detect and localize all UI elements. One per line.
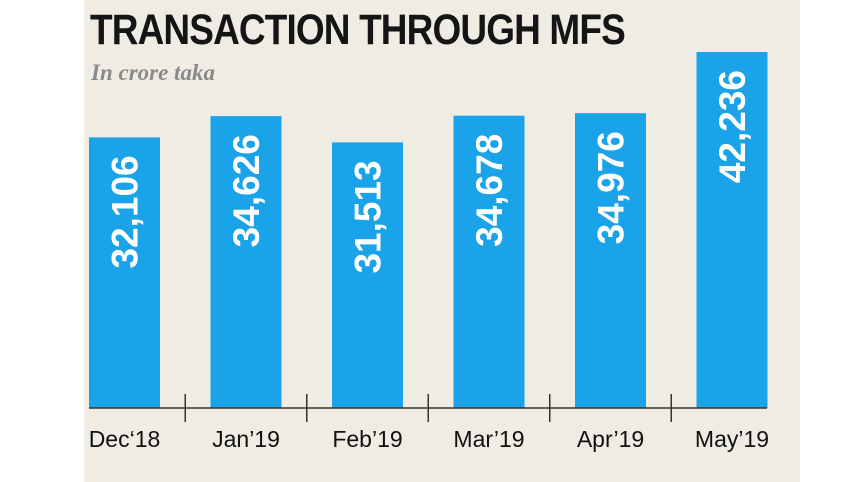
x-tick-label: Dec‘18 xyxy=(89,426,161,452)
bar-value-label: 31,513 xyxy=(348,160,389,273)
bar-4 xyxy=(575,113,646,408)
bar-5 xyxy=(696,52,768,408)
x-tick-label: Mar’19 xyxy=(453,426,524,452)
x-tick-label: Feb’19 xyxy=(332,426,402,452)
bar-0 xyxy=(89,137,160,408)
bar-1 xyxy=(210,116,282,409)
bar-value-label: 34,626 xyxy=(226,134,267,247)
bar-value-label: 42,236 xyxy=(712,70,753,183)
bar-value-label: 34,678 xyxy=(469,134,510,247)
bar-2 xyxy=(332,142,403,408)
chart-title: TRANSACTION THROUGH MFS xyxy=(90,6,626,54)
bar-3 xyxy=(453,115,525,409)
chart-subtitle: In crore taka xyxy=(91,60,215,85)
chart-background xyxy=(84,0,800,482)
x-tick-label: Jan’19 xyxy=(212,426,280,452)
x-tick-label: Apr’19 xyxy=(577,426,644,452)
x-tick-label: May’19 xyxy=(695,426,769,452)
bar-value-label: 34,976 xyxy=(591,131,632,244)
bar-value-label: 32,106 xyxy=(105,155,146,268)
